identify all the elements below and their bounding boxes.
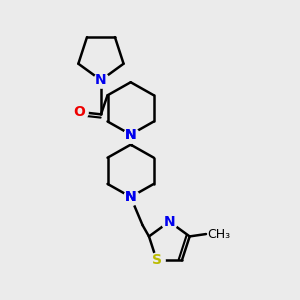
Text: N: N — [125, 190, 136, 204]
Text: N: N — [125, 128, 136, 142]
Text: O: O — [74, 105, 86, 119]
Text: S: S — [152, 253, 162, 267]
Text: N: N — [125, 190, 136, 204]
Text: N: N — [164, 214, 175, 229]
Text: CH₃: CH₃ — [207, 227, 230, 241]
Text: N: N — [125, 128, 136, 142]
Text: N: N — [95, 73, 107, 87]
